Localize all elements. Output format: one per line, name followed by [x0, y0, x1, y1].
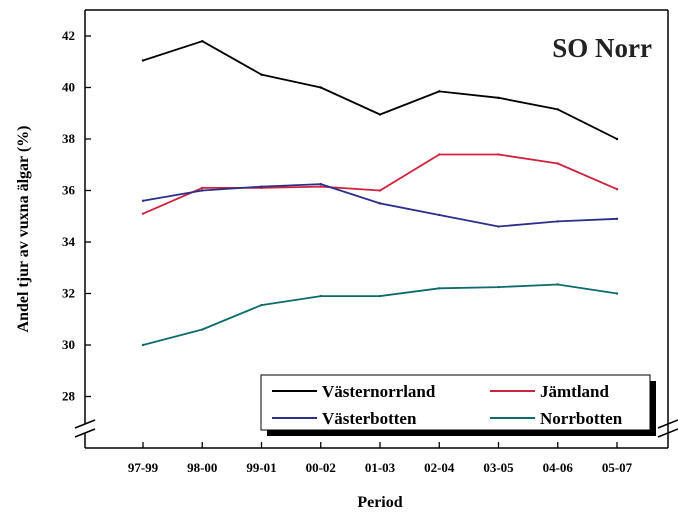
legend-label-v-sterbotten: Västerbotten — [322, 409, 417, 428]
data-point-v-sterbotten-00-02 — [319, 182, 322, 186]
y-tick-label-36: 36 — [62, 183, 76, 198]
data-point-v-sternorrland-99-01 — [260, 73, 263, 76]
data-point-v-sternorrland-03-05 — [497, 96, 500, 100]
data-point-norrbotten-00-02 — [319, 294, 322, 298]
data-point-v-sternorrland-05-07 — [615, 137, 619, 141]
axis-break-mark-right-2 — [657, 428, 678, 438]
data-point-v-sternorrland-98-00 — [201, 39, 204, 43]
data-point-v-sterbotten-98-00 — [201, 189, 204, 192]
x-tick-label-03-05: 03-05 — [483, 460, 514, 475]
data-point-v-sterbotten-01-03 — [378, 202, 382, 205]
data-point-v-sternorrland-97-99 — [141, 59, 145, 62]
x-tick-label-00-02: 00-02 — [306, 460, 336, 475]
x-tick-label-99-01: 99-01 — [246, 460, 276, 475]
axis-break-mark-left-2 — [74, 428, 96, 438]
data-point-j-mtland-98-00 — [201, 186, 204, 190]
y-tick-label-30: 30 — [62, 337, 75, 352]
data-point-j-mtland-05-07 — [615, 188, 619, 191]
y-tick-label-42: 42 — [62, 28, 75, 43]
data-point-j-mtland-00-02 — [319, 185, 322, 188]
x-tick-label-97-99: 97-99 — [128, 460, 159, 475]
series-line-j-mtland — [142, 153, 618, 215]
legend-label-j-mtland: Jämtland — [540, 382, 610, 401]
axis-break-mark-right-1 — [657, 419, 678, 429]
data-point-norrbotten-97-99 — [141, 343, 145, 347]
data-point-v-sterbotten-02-04 — [438, 213, 441, 217]
data-point-norrbotten-03-05 — [497, 285, 500, 289]
data-point-v-sterbotten-05-07 — [615, 217, 619, 221]
data-point-j-mtland-02-04 — [438, 153, 441, 156]
data-point-norrbotten-99-01 — [260, 303, 263, 307]
series-line-v-sternorrland — [142, 40, 618, 140]
y-axis-title: Andel tjur av vuxna älgar (%) — [15, 126, 32, 333]
legend-label-norrbotten: Norrbotten — [540, 409, 623, 428]
y-tick-label-40: 40 — [62, 80, 75, 95]
data-point-v-sternorrland-02-04 — [438, 90, 441, 93]
data-point-norrbotten-02-04 — [438, 287, 441, 290]
data-point-j-mtland-01-03 — [378, 189, 382, 192]
data-point-v-sternorrland-00-02 — [319, 86, 322, 89]
chart-axes — [74, 9, 678, 449]
chart-series — [141, 39, 619, 347]
data-point-norrbotten-98-00 — [201, 328, 204, 331]
y-tick-label-38: 38 — [62, 131, 76, 146]
y-tick-label-32: 32 — [62, 286, 75, 301]
legend-box — [260, 374, 651, 431]
data-point-j-mtland-03-05 — [497, 153, 500, 156]
data-point-norrbotten-05-07 — [615, 292, 619, 295]
data-point-v-sterbotten-03-05 — [497, 225, 500, 228]
data-point-v-sterbotten-04-06 — [556, 220, 559, 223]
y-tick-label-34: 34 — [62, 234, 76, 249]
data-point-v-sternorrland-01-03 — [378, 113, 382, 116]
chart-ticks: 28 30 32 34 36 38 40 42 97-99 98-00 99-01 00-02 01-0… — [62, 28, 633, 475]
x-tick-label-05-07: 05-07 — [602, 460, 633, 475]
x-tick-label-01-03: 01-03 — [365, 460, 396, 475]
data-point-j-mtland-04-06 — [556, 162, 559, 165]
x-tick-label-98-00: 98-00 — [187, 460, 217, 475]
data-point-v-sterbotten-97-99 — [141, 199, 145, 202]
data-point-j-mtland-97-99 — [141, 212, 145, 215]
data-point-norrbotten-01-03 — [378, 294, 382, 298]
chart-legend: Västernorrland Jämtland Västerbotten Norrbo… — [260, 374, 656, 436]
y-tick-label-28: 28 — [62, 389, 76, 404]
axis-break-mark-left-1 — [74, 419, 96, 429]
data-point-v-sterbotten-99-01 — [260, 185, 263, 188]
chart-title: SO Norr — [552, 33, 652, 63]
series-line-norrbotten — [142, 283, 618, 346]
x-tick-label-02-04: 02-04 — [424, 460, 455, 475]
data-point-norrbotten-04-06 — [556, 283, 559, 286]
x-axis-title: Period — [357, 494, 402, 511]
data-point-v-sternorrland-04-06 — [556, 108, 559, 111]
x-tick-label-04-06: 04-06 — [543, 460, 574, 475]
legend-label-v-sternorrland: Västernorrland — [322, 382, 436, 401]
